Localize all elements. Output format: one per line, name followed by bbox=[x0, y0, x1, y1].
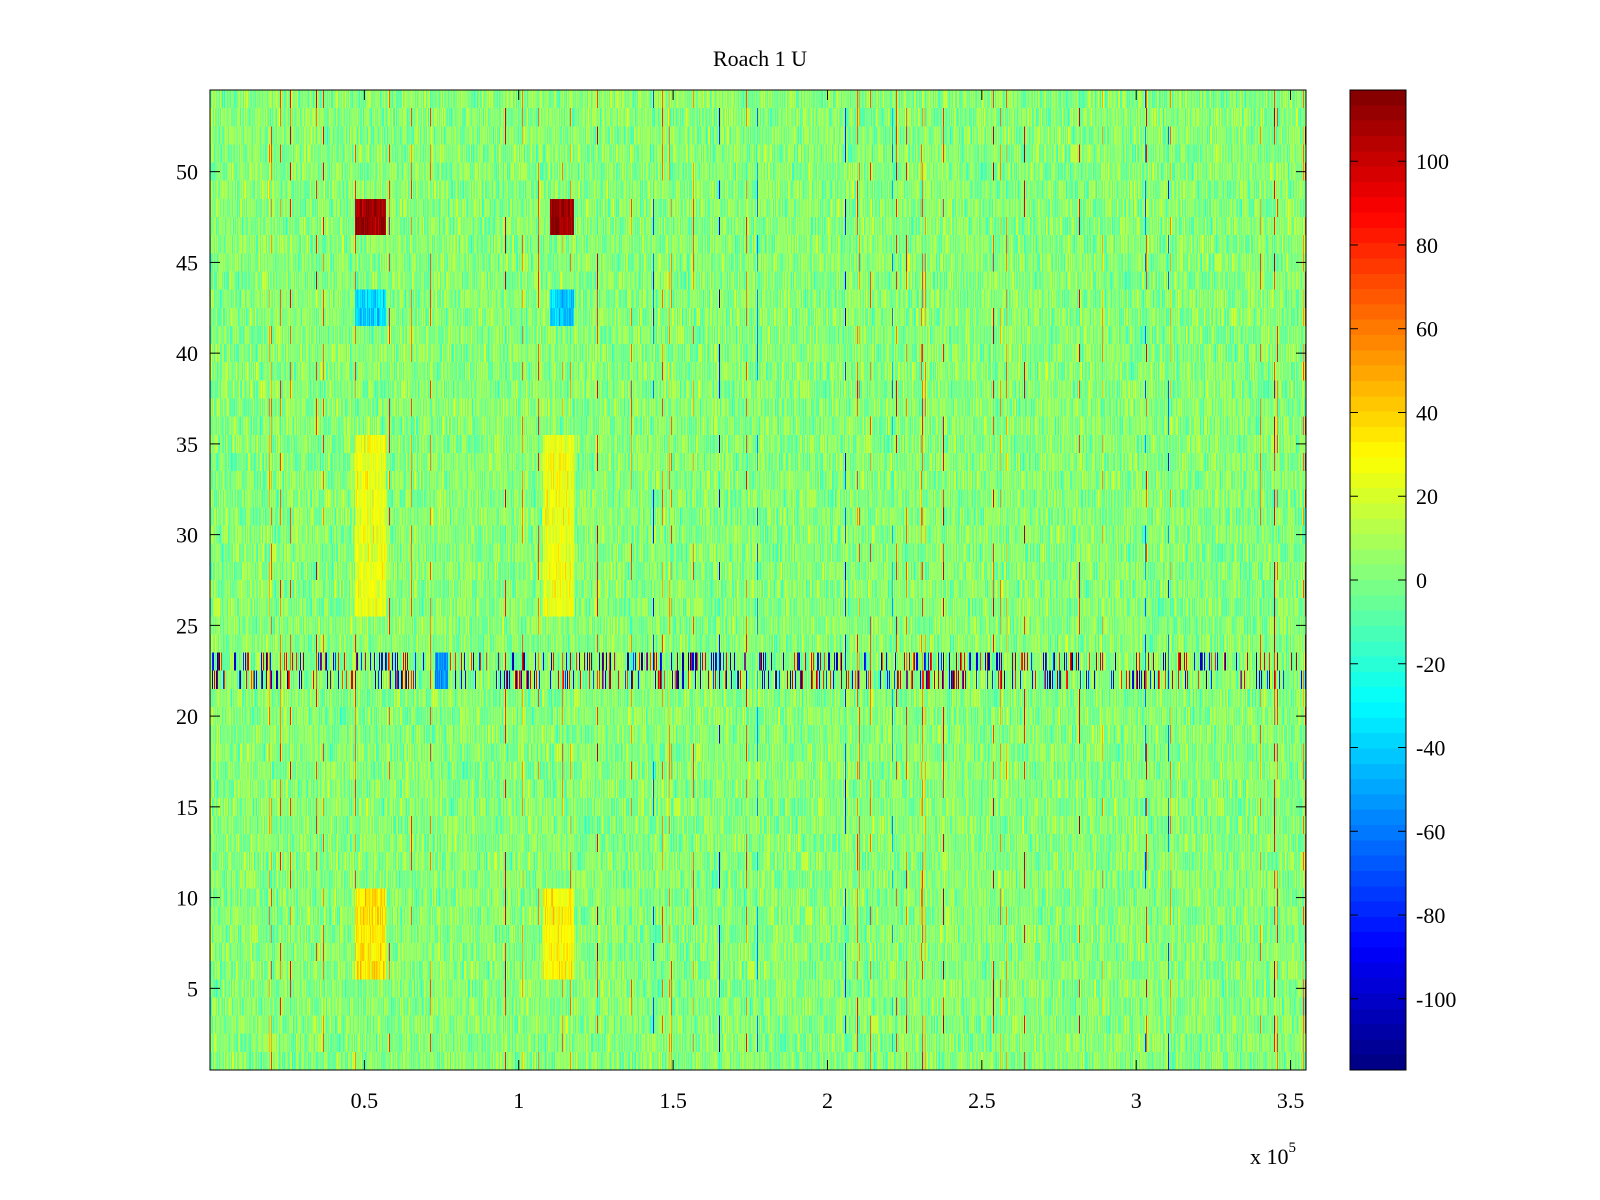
y-tick-label: 45 bbox=[176, 250, 198, 275]
y-tick-label: 15 bbox=[176, 795, 198, 820]
x-tick-label: 0.5 bbox=[351, 1088, 379, 1113]
heatmap-plot-area bbox=[209, 89, 1307, 1071]
heatmap-cells bbox=[210, 90, 1306, 1070]
y-axis: 5 10 15 20 25 30 35 40 45 50 bbox=[176, 160, 1306, 1001]
y-tick-label: 50 bbox=[176, 160, 198, 185]
y-tick-label: 35 bbox=[176, 432, 198, 457]
colorbar: 100 80 60 40 20 0 -20 -40 -60 -80 -100 bbox=[1349, 89, 1456, 1071]
x-axis: 0.5 1 1.5 2 2.5 3 3.5 bbox=[351, 90, 1305, 1113]
colorbar-tick-label: -100 bbox=[1416, 987, 1456, 1012]
colorbar-gradient bbox=[1350, 90, 1406, 1070]
colorbar-tick-label: -80 bbox=[1416, 903, 1445, 928]
x-tick-label: 2.5 bbox=[968, 1088, 996, 1113]
x-exponent-power: 5 bbox=[1289, 1140, 1297, 1156]
y-tick-label: 40 bbox=[176, 341, 198, 366]
x-exponent-label: x 105 bbox=[1250, 1140, 1296, 1169]
colorbar-tick-label: 100 bbox=[1416, 149, 1449, 174]
y-tick-label: 30 bbox=[176, 523, 198, 548]
y-tick-label: 5 bbox=[187, 976, 198, 1001]
colorbar-tick-label: -40 bbox=[1416, 736, 1445, 761]
colorbar-ticks: 100 80 60 40 20 0 -20 -40 -60 -80 -100 bbox=[1350, 149, 1456, 1012]
y-tick-label: 25 bbox=[176, 613, 198, 638]
x-tick-label: 3 bbox=[1131, 1088, 1142, 1113]
colorbar-tick-label: -60 bbox=[1416, 819, 1445, 844]
chart-title: Roach 1 U bbox=[713, 46, 807, 71]
colorbar-tick-label: 60 bbox=[1416, 317, 1438, 342]
colorbar-tick-label: 80 bbox=[1416, 233, 1438, 258]
y-tick-label: 10 bbox=[176, 886, 198, 911]
plot-frame bbox=[209, 89, 1307, 1071]
colorbar-tick-label: -20 bbox=[1416, 652, 1445, 677]
colorbar-tick-label: 20 bbox=[1416, 484, 1438, 509]
x-tick-label: 2 bbox=[822, 1088, 833, 1113]
colorbar-tick-label: 40 bbox=[1416, 400, 1438, 425]
x-tick-label: 3.5 bbox=[1277, 1088, 1305, 1113]
x-tick-label: 1 bbox=[513, 1088, 524, 1113]
y-tick-label: 20 bbox=[176, 704, 198, 729]
x-tick-label: 1.5 bbox=[659, 1088, 687, 1113]
colorbar-tick-label: 0 bbox=[1416, 568, 1427, 593]
